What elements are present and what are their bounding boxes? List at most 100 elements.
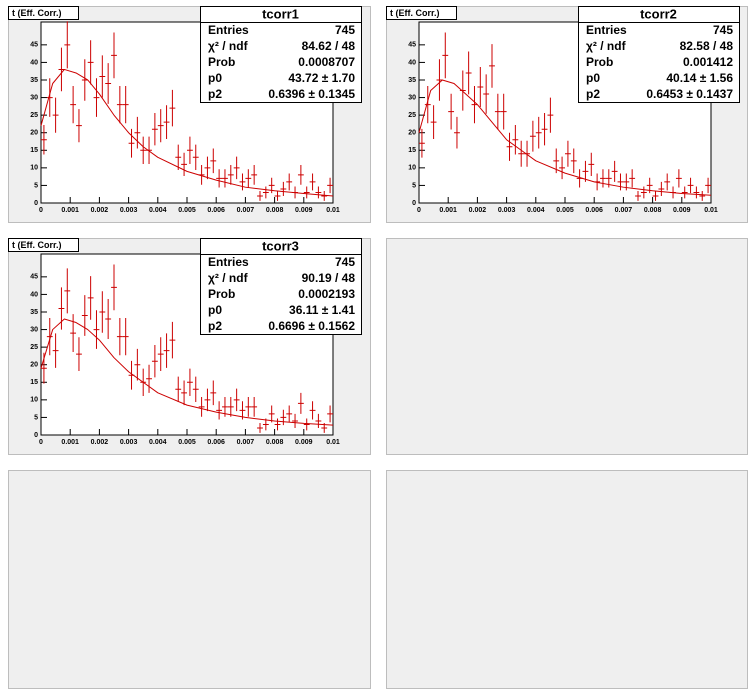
data-point [489, 44, 495, 88]
y-tick-label: 45 [30, 42, 38, 49]
y-tick-label: 45 [30, 274, 38, 281]
data-point [286, 405, 293, 423]
stats-label: χ² / ndf [208, 271, 249, 285]
data-point [58, 287, 65, 330]
data-point [262, 186, 269, 199]
data-point [675, 169, 682, 188]
fit-curve [40, 318, 334, 426]
data-point [233, 156, 240, 180]
data-point [99, 291, 106, 333]
stats-label: p0 [586, 71, 600, 85]
data-point [210, 380, 217, 406]
data-point [169, 89, 176, 127]
x-tick-label: 0.006 [207, 439, 225, 446]
data-point [681, 186, 688, 199]
data-point [163, 333, 170, 368]
data-point [274, 418, 281, 431]
data-point [181, 152, 187, 176]
y-tick-label: 30 [30, 94, 38, 101]
data-point [76, 109, 82, 143]
data-point [227, 397, 234, 417]
pad-title: t (Eff. Corr.) [12, 240, 62, 250]
data-point [151, 345, 158, 378]
title-box [8, 6, 79, 20]
data-point [151, 113, 158, 146]
data-point [309, 173, 316, 191]
data-point [175, 376, 182, 402]
data-point [297, 392, 304, 414]
y-tick-label: 20 [30, 130, 38, 137]
data-point [111, 32, 117, 79]
data-point [204, 388, 211, 412]
x-tick-label: 0 [39, 439, 43, 446]
stats-value: 0.0008707 [298, 55, 355, 69]
data-point [251, 165, 258, 185]
data-point [448, 93, 455, 130]
data-point [116, 85, 123, 124]
data-point [600, 169, 606, 188]
stats-value: 90.19 / 48 [302, 271, 356, 285]
stats-label: Entries [208, 23, 249, 37]
pad [386, 470, 748, 689]
data-point [477, 66, 484, 108]
y-tick-label: 15 [30, 379, 38, 386]
histogram-pad: 0 5 10 15 20 25 30 35 40 45 0 0.001 0.002 0.003 0.004 0… [386, 6, 740, 214]
data-point [175, 144, 182, 170]
pad-title: t (Eff. Corr.) [390, 8, 440, 18]
data-point [41, 124, 47, 155]
data-point [146, 364, 152, 393]
data-point [70, 314, 77, 353]
stats-label: p0 [208, 71, 222, 85]
data-point [280, 409, 287, 426]
data-point [93, 310, 100, 349]
data-point [327, 177, 333, 194]
data-point [454, 116, 460, 149]
data-point [280, 181, 287, 196]
data-point [87, 276, 94, 320]
y-tick-label: 5 [34, 182, 38, 189]
data-point [512, 124, 519, 155]
x-tick-label: 0.008 [266, 207, 284, 214]
y-tick-label: 35 [30, 77, 38, 84]
y-tick-label: 35 [30, 309, 38, 316]
data-point [570, 148, 577, 174]
data-point [70, 85, 77, 124]
x-tick-label: 0.005 [178, 207, 196, 214]
stats-value: 745 [335, 255, 355, 269]
stats-label: Prob [586, 55, 613, 69]
data-point [419, 128, 425, 158]
data-point [87, 40, 94, 85]
data-point [471, 85, 478, 124]
y-tick-label: 5 [34, 414, 38, 421]
data-point [315, 186, 322, 199]
data-point [192, 376, 199, 402]
data-point [93, 78, 100, 117]
x-tick-label: 0.007 [615, 207, 633, 214]
data-point [245, 169, 252, 188]
data-point [257, 423, 263, 433]
data-point [687, 177, 694, 194]
data-point [518, 140, 525, 167]
data-point [122, 85, 129, 124]
y-tick-label: 25 [408, 112, 416, 119]
data-point [635, 191, 641, 201]
x-tick-label: 0.004 [149, 207, 167, 214]
y-tick-label: 40 [30, 291, 38, 298]
data-point [315, 413, 322, 428]
y-tick-label: 5 [412, 182, 416, 189]
data-point [262, 418, 269, 431]
fit-curve [40, 68, 334, 197]
data-point [157, 337, 164, 372]
data-point [286, 173, 293, 191]
data-point [216, 401, 223, 420]
data-point [705, 177, 711, 194]
x-tick-label: 0.007 [237, 439, 255, 446]
data-point [292, 413, 298, 428]
data-point [105, 63, 112, 104]
data-point [506, 132, 513, 161]
data-point [565, 140, 571, 167]
title-box [386, 6, 457, 20]
data-point [483, 74, 490, 114]
data-point [198, 397, 205, 417]
